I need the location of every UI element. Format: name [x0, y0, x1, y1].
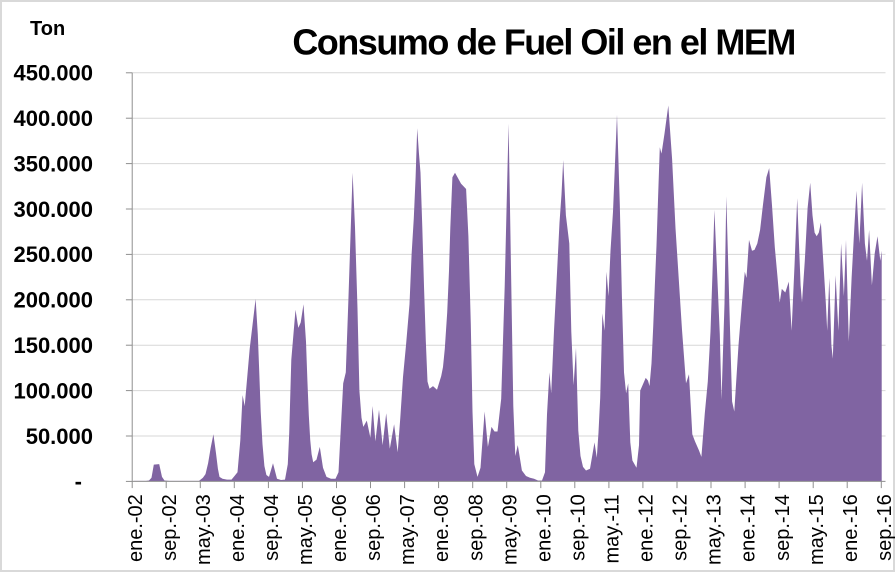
svg-text:250.000: 250.000 [13, 242, 93, 267]
svg-text:Consumo de Fuel Oil en el MEM: Consumo de Fuel Oil en el MEM [292, 21, 795, 62]
svg-text:450.000: 450.000 [13, 61, 93, 86]
svg-text:300.000: 300.000 [13, 197, 93, 222]
svg-text:sep.-10: sep.-10 [568, 494, 590, 561]
svg-text:may.-05: may.-05 [295, 494, 317, 565]
svg-text:may.-15: may.-15 [806, 494, 828, 565]
svg-text:ene.-14: ene.-14 [738, 494, 760, 562]
svg-text:Ton: Ton [30, 18, 65, 40]
svg-text:ene.-10: ene.-10 [533, 494, 555, 562]
svg-text:sep.-02: sep.-02 [159, 494, 181, 561]
svg-text:ene.-16: ene.-16 [840, 494, 862, 562]
svg-text:may.-07: may.-07 [397, 494, 419, 565]
svg-text:may.-03: may.-03 [193, 494, 215, 565]
svg-text:may.-11: may.-11 [602, 494, 624, 563]
svg-text:sep.-14: sep.-14 [772, 494, 794, 561]
svg-text:-: - [75, 469, 82, 494]
svg-text:sep.-08: sep.-08 [465, 494, 487, 561]
svg-text:100.000: 100.000 [13, 378, 93, 403]
svg-text:150.000: 150.000 [13, 333, 93, 358]
svg-text:sep.-12: sep.-12 [670, 494, 692, 561]
svg-text:200.000: 200.000 [13, 288, 93, 313]
svg-text:ene.-06: ene.-06 [329, 494, 351, 562]
svg-text:ene.-08: ene.-08 [431, 494, 453, 562]
svg-text:ene.-12: ene.-12 [636, 494, 658, 562]
svg-text:350.000: 350.000 [13, 151, 93, 176]
svg-text:may.-13: may.-13 [704, 494, 726, 565]
svg-text:400.000: 400.000 [13, 106, 93, 131]
svg-text:ene.-02: ene.-02 [125, 494, 147, 562]
svg-text:50.000: 50.000 [26, 424, 93, 449]
svg-text:may.-09: may.-09 [499, 494, 521, 565]
svg-text:sep.-04: sep.-04 [261, 494, 283, 561]
svg-text:sep.-06: sep.-06 [363, 494, 385, 561]
svg-text:ene.-04: ene.-04 [227, 494, 249, 562]
svg-text:sep.-16: sep.-16 [874, 494, 895, 561]
